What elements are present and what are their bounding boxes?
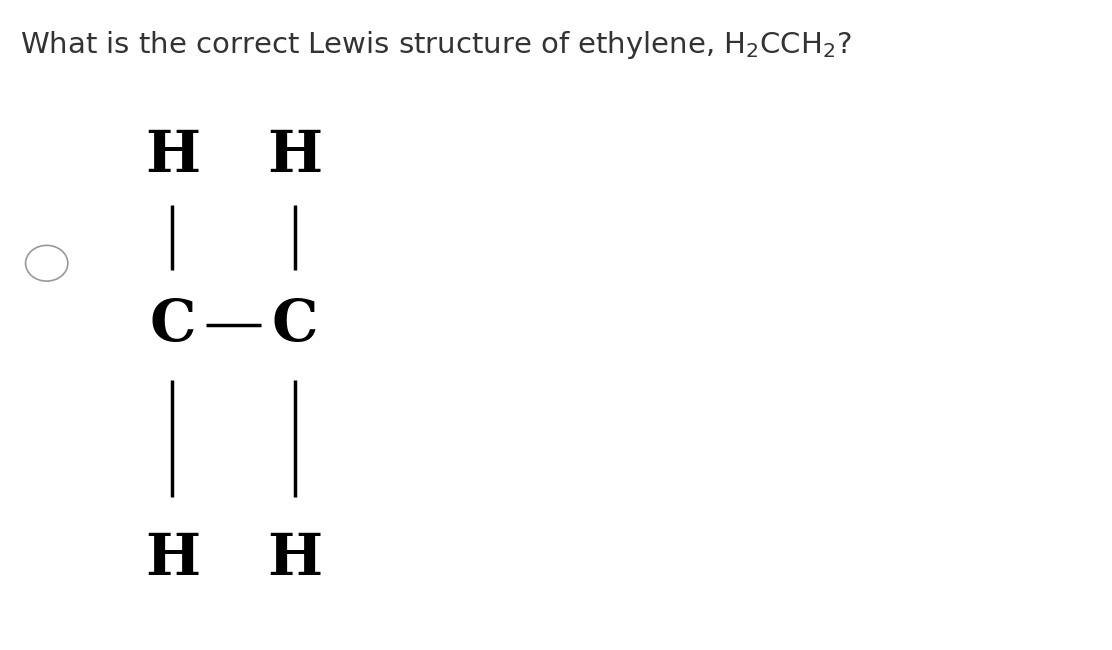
Text: H: H: [145, 531, 200, 587]
Text: H: H: [267, 531, 322, 587]
Text: H: H: [145, 128, 200, 184]
Text: What is the correct Lewis structure of ethylene, H$_2$CCH$_2$?: What is the correct Lewis structure of e…: [20, 29, 852, 61]
Text: C: C: [271, 297, 318, 353]
Text: C: C: [149, 297, 196, 353]
Text: H: H: [267, 128, 322, 184]
